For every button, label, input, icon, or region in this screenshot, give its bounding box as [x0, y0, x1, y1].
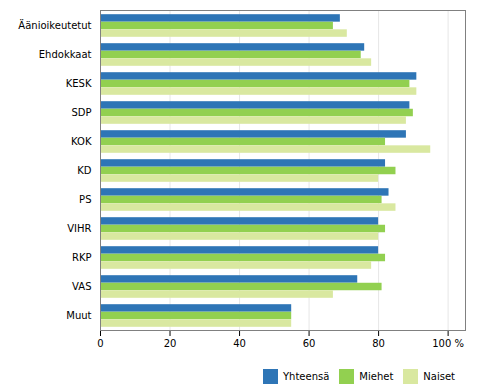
html-text:Yhteensä: Yhteensä — [283, 371, 330, 382]
svg-text:20: 20 — [164, 338, 177, 349]
svg-text:60: 60 — [303, 338, 316, 349]
html-text:Miehet: Miehet — [359, 371, 394, 382]
svg-text:KD: KD — [77, 165, 92, 176]
svg-text:Muut: Muut — [66, 310, 91, 321]
svg-text:100 %: 100 % — [432, 338, 464, 349]
svg-text:Ehdokkaat: Ehdokkaat — [39, 49, 92, 60]
svg-text:80: 80 — [372, 338, 385, 349]
svg-text:40: 40 — [233, 338, 246, 349]
html-text:Naiset: Naiset — [423, 371, 455, 382]
svg-text:Äänioikeutetut: Äänioikeutetut — [18, 19, 91, 31]
svg-text:VAS: VAS — [72, 281, 91, 292]
svg-text:SDP: SDP — [71, 107, 91, 118]
svg-text:VIHR: VIHR — [67, 223, 91, 234]
svg-text:KESK: KESK — [66, 78, 92, 89]
svg-text:RKP: RKP — [72, 252, 92, 263]
svg-text:KOK: KOK — [71, 136, 92, 147]
svg-text:PS: PS — [79, 194, 91, 205]
svg-text:0: 0 — [97, 338, 103, 349]
